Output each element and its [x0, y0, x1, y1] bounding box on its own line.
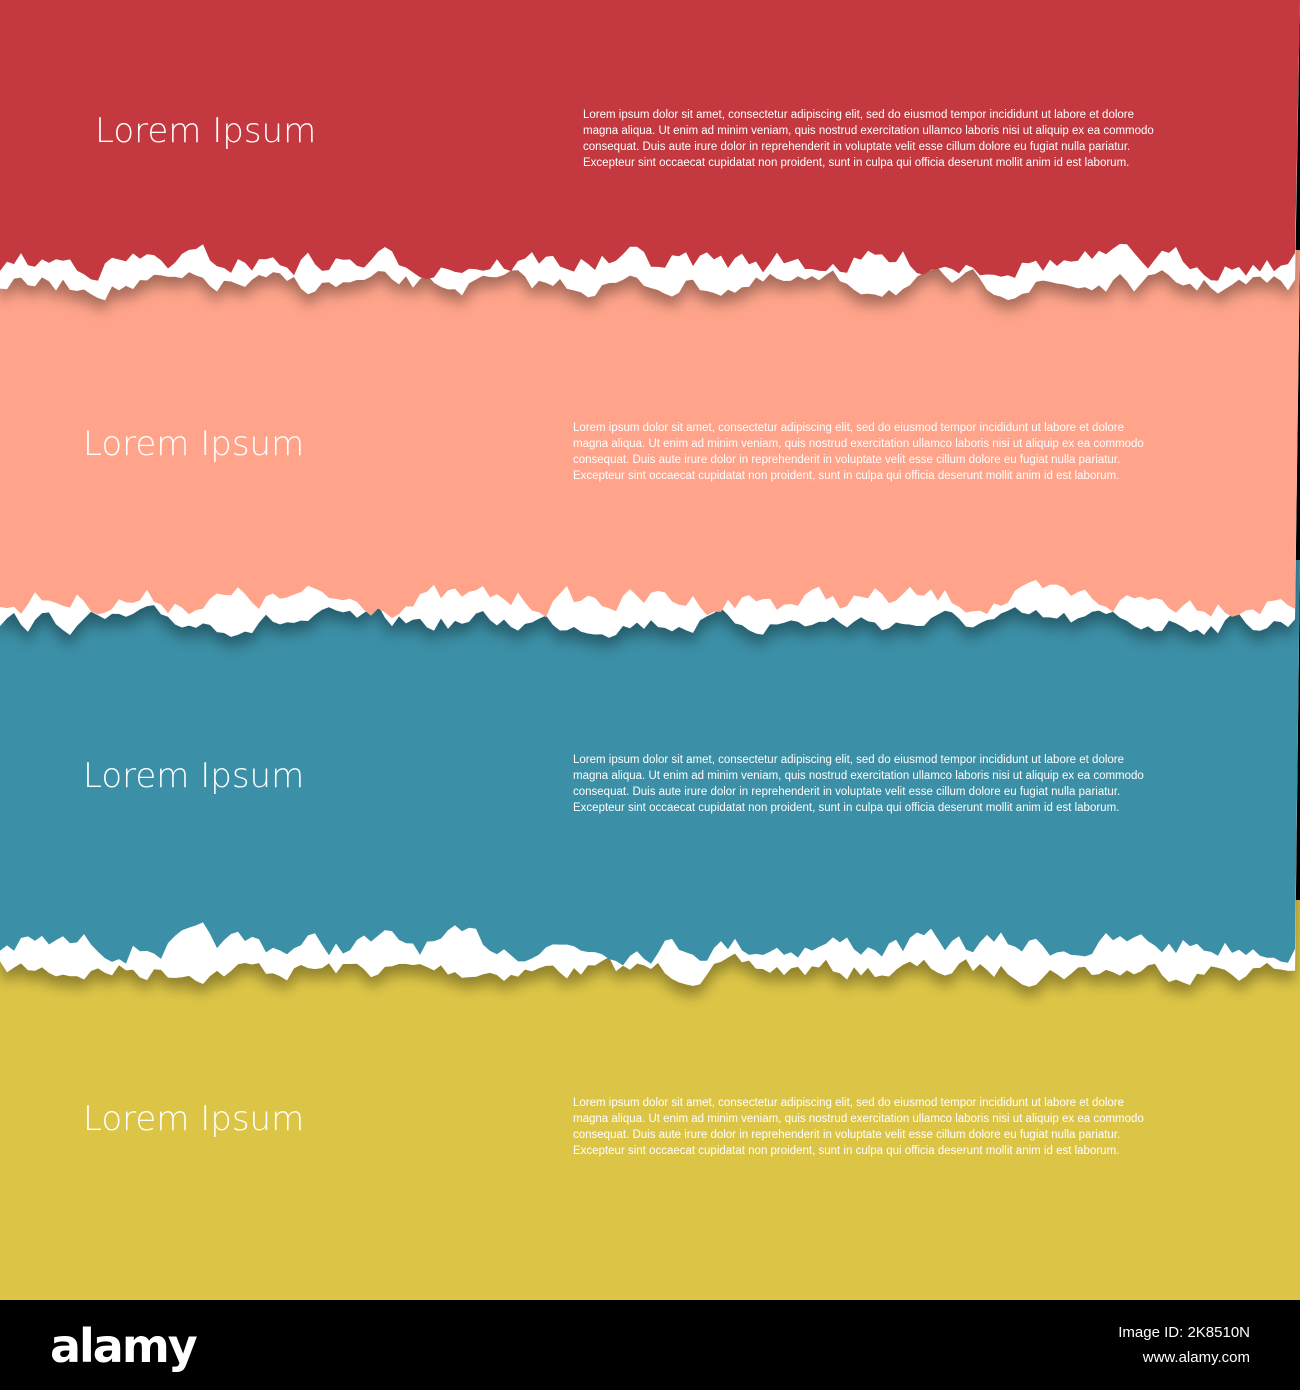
- band: [0, 560, 1300, 966]
- band-body-line: Lorem ipsum dolor sit amet, consectetur …: [573, 422, 1124, 434]
- texts: Lorem Ipsum Lorem ipsum dolor sit amet, c…: [83, 109, 1154, 1157]
- band-body-line: magna aliqua. Ut enim ad minim veniam, q…: [573, 438, 1144, 450]
- band: [0, 0, 1300, 281]
- band-body-line: consequat. Duis aute irure dolor in repr…: [573, 454, 1120, 466]
- band-body-line: Excepteur sint occaecat cupidatat non pr…: [583, 157, 1129, 169]
- band-body-line: magna aliqua. Ut enim ad minim veniam, q…: [583, 125, 1154, 137]
- band-body-line: Excepteur sint occaecat cupidatat non pr…: [573, 802, 1119, 814]
- band: [0, 250, 1300, 619]
- band-title: Lorem Ipsum: [83, 424, 304, 464]
- footer-url: www.alamy.com: [1142, 1349, 1250, 1366]
- band-title: Lorem Ipsum: [83, 1099, 304, 1139]
- band-body-line: Lorem ipsum dolor sit amet, consectetur …: [573, 1097, 1124, 1109]
- band-body-line: consequat. Duis aute irure dolor in repr…: [573, 1129, 1120, 1141]
- band-title: Lorem Ipsum: [83, 756, 304, 796]
- band-body-line: Excepteur sint occaecat cupidatat non pr…: [573, 470, 1119, 482]
- band-title: Lorem Ipsum: [95, 111, 316, 151]
- paper-layers: [0, 0, 1300, 1300]
- band-body-line: consequat. Duis aute irure dolor in repr…: [573, 786, 1120, 798]
- band-body-line: Lorem ipsum dolor sit amet, consectetur …: [583, 109, 1134, 121]
- band-body-line: magna aliqua. Ut enim ad minim veniam, q…: [573, 1113, 1144, 1125]
- band-body-line: Excepteur sint occaecat cupidatat non pr…: [573, 1145, 1119, 1157]
- image-id: Image ID: 2K8510N: [1118, 1324, 1250, 1341]
- band-body-line: Lorem ipsum dolor sit amet, consectetur …: [573, 754, 1124, 766]
- footer-logo: alamy: [50, 1319, 198, 1373]
- band-body-line: magna aliqua. Ut enim ad minim veniam, q…: [573, 770, 1144, 782]
- footer-bar: [0, 1300, 1300, 1390]
- band-body-line: consequat. Duis aute irure dolor in repr…: [583, 141, 1130, 153]
